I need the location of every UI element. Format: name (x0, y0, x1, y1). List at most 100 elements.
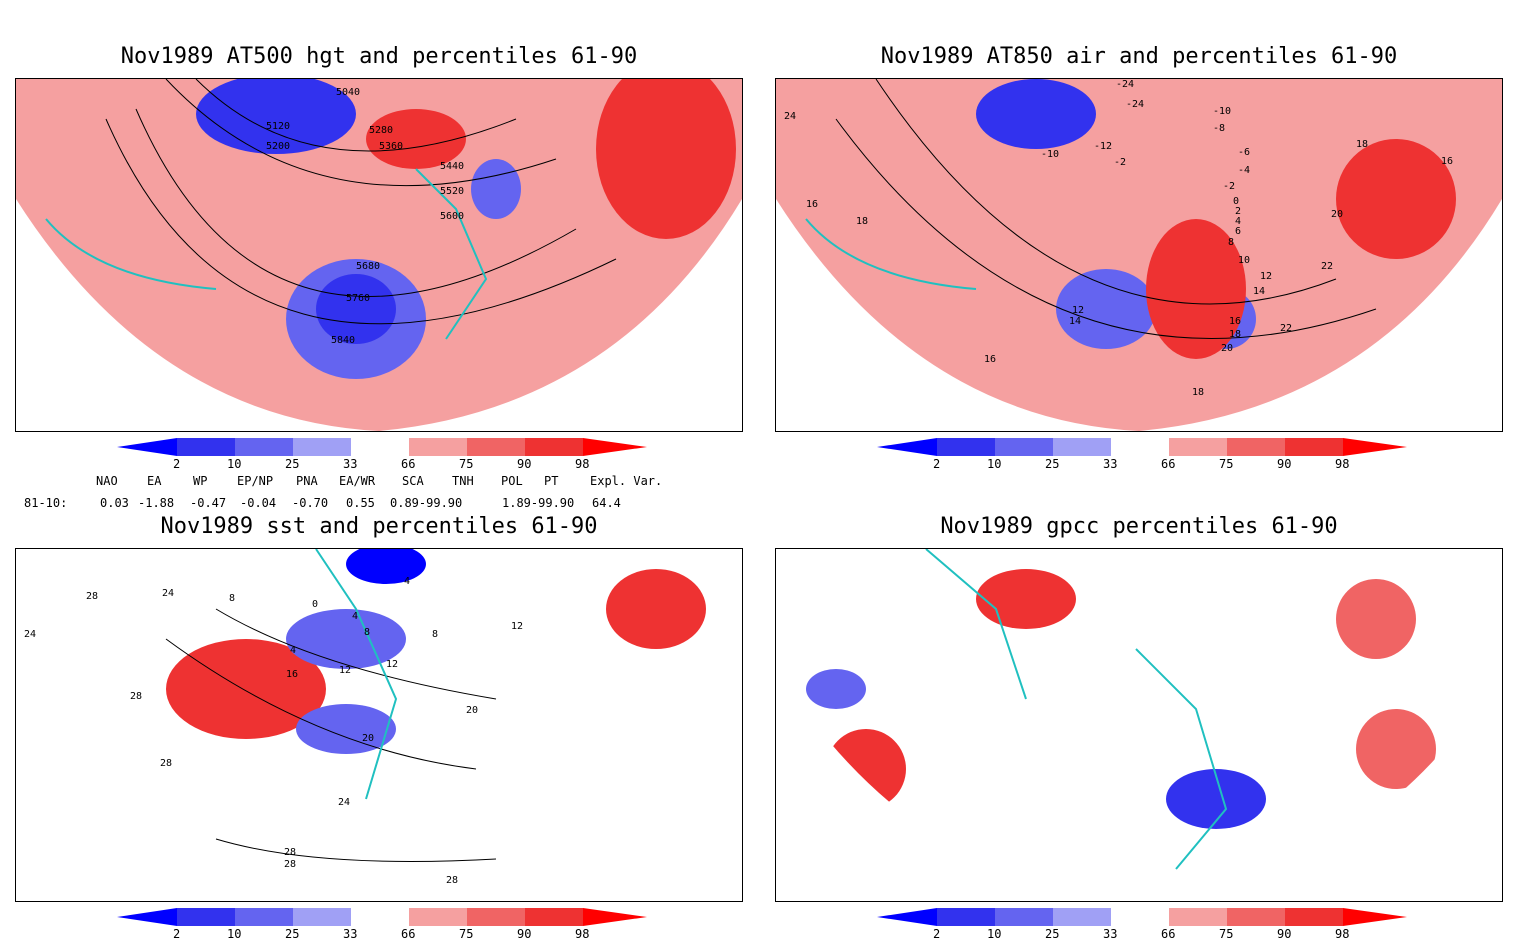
air-map: -24 -24 -10 -8 -10 -12 -2 -6 -4 -2 0 2 4… (775, 78, 1503, 432)
air-label-10: 10 (1238, 255, 1250, 266)
air-label-0: 0 (1233, 196, 1239, 207)
colorbar-tick-25: 25 (1045, 457, 1059, 471)
colorbar-tick-75: 75 (1219, 927, 1233, 941)
sst-map: 24 28 24 8 0 4 4 8 12 16 20 20 24 28 28 … (15, 548, 743, 902)
hgt-map-svg: 5040 5120 5200 5280 5360 5440 5520 5600 … (16, 79, 742, 431)
indices-table: NAO EA WP EP/NP PNA EA/WR SCA TNH POL PT… (0, 474, 700, 514)
index-value-eawr: 0.55 (346, 496, 375, 510)
gpcc-colorbar: 2 10 25 33 66 75 90 98 (877, 908, 1407, 941)
index-value-epnp: -0.04 (240, 496, 277, 510)
sst-red-east (606, 569, 706, 649)
sst-label-8a: 8 (229, 593, 235, 604)
air-label-18d: 18 (1192, 387, 1204, 398)
colorbar-swatch-7 (467, 908, 525, 926)
colorbar-swatch-3 (235, 438, 293, 456)
colorbar-tick-98: 98 (575, 457, 589, 471)
air-label-16c: 16 (806, 199, 818, 210)
air-label-6: 6 (1235, 226, 1241, 237)
index-name-ea: EA (147, 474, 162, 488)
air-label-m2b: -2 (1223, 181, 1235, 192)
hgt-contour-3 (135, 108, 577, 297)
index-value-nao: 0.03 (100, 496, 129, 510)
colorbar-tick-66: 66 (1161, 927, 1175, 941)
air-red-central (1146, 219, 1246, 359)
gpcc-map (775, 548, 1503, 902)
colorbar-swatch-8 (525, 908, 583, 926)
air-label-22b: 22 (1280, 323, 1292, 334)
colorbar-tick-98: 98 (1335, 927, 1349, 941)
air-red-east (1336, 139, 1456, 259)
hgt-label-5120: 5120 (266, 121, 290, 132)
index-name-pt: PT (544, 474, 559, 488)
sst-blue-anomaly-2 (296, 704, 396, 754)
sst-label-12: 12 (339, 665, 351, 676)
colorbar-tick-75: 75 (1219, 457, 1233, 471)
colorbar-tick-2: 2 (933, 927, 940, 941)
hgt-label-5760: 5760 (346, 293, 370, 304)
colorbar-tick-25: 25 (285, 927, 299, 941)
index-name-tnh: TNH (452, 474, 474, 488)
air-label-2: 2 (1235, 206, 1241, 217)
air-label-16b: 16 (1441, 156, 1453, 167)
air-blue-anomaly (1056, 269, 1156, 349)
index-value-pna: -0.70 (292, 496, 329, 510)
sst-label-28b: 28 (130, 691, 142, 702)
sst-coastline (315, 549, 398, 800)
colorbar-tick-33: 33 (1103, 927, 1117, 941)
colorbar-swatch-3 (235, 908, 293, 926)
colorbar-tick-10: 10 (227, 457, 241, 471)
air-coastline (805, 218, 977, 290)
gpcc-red-anomaly-west (826, 729, 906, 809)
colorbar-tick-66: 66 (401, 457, 415, 471)
air-colorbar-svg: 2 10 25 33 66 75 90 98 (877, 438, 1407, 471)
sst-red-anomaly (166, 639, 326, 739)
sst-contour-3 (215, 838, 497, 862)
index-value-ea: -1.88 (138, 496, 175, 510)
colorbar-tick-25: 25 (285, 457, 299, 471)
colorbar-swatch-4 (293, 908, 351, 926)
sst-blue-north (346, 549, 426, 584)
hgt-blue-small (471, 159, 521, 219)
sst-label-4c: 4 (404, 576, 410, 587)
air-label-22: 22 (1321, 261, 1333, 272)
air-label-12b: 12 (1072, 305, 1084, 316)
hgt-coastline-europe (415, 168, 488, 340)
gpcc-coastline (925, 549, 1027, 700)
colorbar-swatch-1 (117, 908, 177, 926)
index-name-sca: SCA (402, 474, 424, 488)
colorbar-swatch-2 (177, 908, 235, 926)
sst-label-28a: 28 (86, 591, 98, 602)
air-label-14b: 14 (1069, 316, 1081, 327)
hgt-label-5280: 5280 (369, 125, 393, 136)
colorbar-swatch-6 (1169, 438, 1227, 456)
hgt-coastline (45, 218, 217, 290)
gpcc-red-anomaly-east (1336, 579, 1416, 659)
colorbar-tick-10: 10 (227, 927, 241, 941)
colorbar-tick-98: 98 (575, 927, 589, 941)
colorbar-tick-90: 90 (517, 457, 531, 471)
colorbar-swatch-1 (877, 908, 937, 926)
colorbar-tick-75: 75 (459, 457, 473, 471)
colorbar-swatch-1 (117, 438, 177, 456)
gpcc-coastline-africa (1135, 648, 1228, 870)
index-name-expl-var: Expl. Var. (590, 474, 663, 488)
hgt-label-5440: 5440 (440, 161, 464, 172)
air-panel-title: Nov1989 AT850 air and percentiles 61-90 (880, 44, 1398, 69)
sst-label-12c: 12 (511, 621, 523, 632)
index-name-eawr: EA/WR (339, 474, 376, 488)
sst-colorbar-svg: 2 10 25 33 66 75 90 98 (117, 908, 647, 941)
sst-label-20b: 20 (362, 733, 374, 744)
air-label-m10b: -10 (1041, 149, 1059, 160)
colorbar-tick-90: 90 (517, 927, 531, 941)
sst-map-svg: 24 28 24 8 0 4 4 8 12 16 20 20 24 28 28 … (16, 549, 742, 901)
air-label-m24a: -24 (1116, 79, 1134, 90)
sst-label-4a: 4 (352, 611, 358, 622)
air-label-18c: 18 (1356, 139, 1368, 150)
air-label-20b: 20 (1331, 209, 1343, 220)
air-label-m6: -6 (1238, 147, 1250, 158)
colorbar-tick-25: 25 (1045, 927, 1059, 941)
hgt-colorbar: 2 10 25 33 66 75 90 98 (117, 438, 647, 471)
sst-label-28c: 28 (160, 758, 172, 769)
gpcc-map-svg (776, 549, 1502, 901)
colorbar-swatch-9 (583, 438, 647, 456)
